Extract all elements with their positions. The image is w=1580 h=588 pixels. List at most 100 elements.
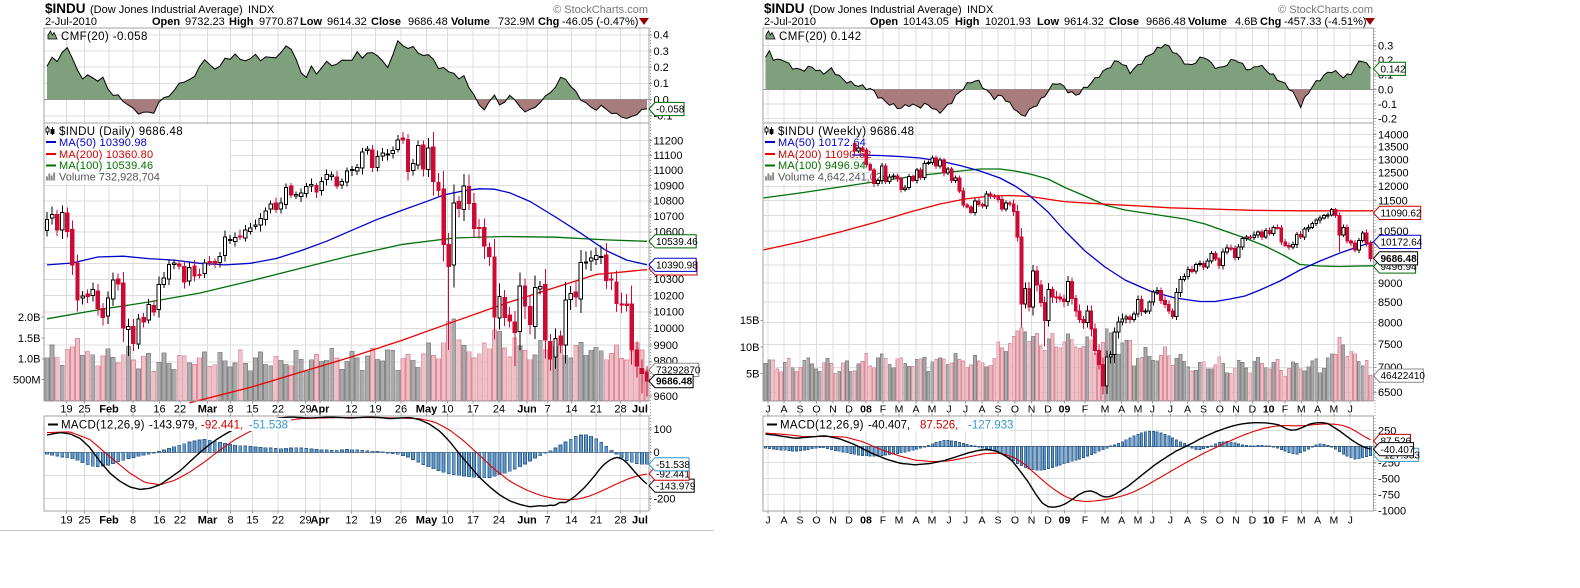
svg-text:O: O [812, 515, 820, 527]
svg-text:J: J [1348, 404, 1353, 416]
svg-text:7: 7 [544, 404, 550, 416]
svg-text:08: 08 [860, 404, 872, 416]
svg-text:MA(100) 9496.94: MA(100) 9496.94 [778, 160, 866, 172]
svg-text:1.5B: 1.5B [18, 333, 41, 345]
svg-text:Open: Open [152, 16, 180, 28]
svg-text:25: 25 [78, 515, 90, 527]
svg-text:0.0: 0.0 [1378, 84, 1393, 96]
svg-text:M: M [1101, 404, 1110, 416]
svg-text:10390.98: 10390.98 [656, 260, 698, 271]
svg-text:2-Jul-2010: 2-Jul-2010 [764, 16, 816, 28]
svg-text:8: 8 [130, 404, 136, 416]
svg-text:6500: 6500 [1378, 387, 1402, 399]
svg-text:M: M [1330, 515, 1339, 527]
svg-text:7500: 7500 [1378, 339, 1402, 351]
svg-text:(Dow Jones Industrial Average): (Dow Jones Industrial Average) [809, 4, 962, 16]
svg-text:A: A [780, 404, 787, 416]
svg-text:10300: 10300 [654, 274, 685, 286]
svg-text:INDX: INDX [248, 4, 275, 16]
svg-text:8: 8 [227, 404, 233, 416]
svg-text:12500: 12500 [1378, 168, 1409, 180]
svg-text:29: 29 [299, 515, 311, 527]
svg-text:9732.23: 9732.23 [185, 16, 225, 28]
svg-text:A: A [1118, 404, 1125, 416]
svg-text:MA(200) 11090.62: MA(200) 11090.62 [778, 149, 872, 161]
svg-text:732.9M: 732.9M [498, 16, 535, 28]
svg-text:M: M [1134, 404, 1143, 416]
svg-text:7: 7 [544, 515, 550, 527]
svg-text:A: A [912, 515, 919, 527]
svg-text:A: A [780, 515, 787, 527]
svg-text:© StockCharts.com: © StockCharts.com [1278, 4, 1373, 16]
svg-text:F: F [880, 515, 886, 527]
svg-text:19: 19 [60, 515, 72, 527]
svg-text:-143.979: -143.979 [656, 481, 696, 492]
svg-text:Close: Close [1109, 16, 1139, 28]
svg-text:Jul: Jul [632, 404, 648, 416]
svg-text:-51.538: -51.538 [656, 460, 690, 471]
svg-text:Apr: Apr [311, 404, 331, 416]
svg-text:-40.407,: -40.407, [868, 420, 910, 432]
svg-text:9614.32: 9614.32 [1064, 16, 1104, 28]
svg-text:0.3: 0.3 [1378, 41, 1393, 53]
svg-text:A: A [1184, 404, 1191, 416]
svg-text:D: D [1249, 515, 1257, 527]
svg-text:22: 22 [174, 404, 186, 416]
svg-text:High: High [229, 16, 254, 28]
svg-text:O: O [812, 404, 820, 416]
svg-text:Low: Low [300, 16, 322, 28]
svg-text:D: D [1249, 404, 1257, 416]
svg-text:MA(50) 10390.98: MA(50) 10390.98 [59, 137, 147, 149]
svg-text:$INDU (Daily) 9686.48: $INDU (Daily) 9686.48 [59, 126, 183, 138]
svg-text:Mar: Mar [198, 515, 218, 527]
svg-text:10B: 10B [740, 342, 760, 354]
svg-text:MA(100) 10539.46: MA(100) 10539.46 [59, 160, 153, 172]
svg-text:F: F [1282, 404, 1288, 416]
svg-text:10700: 10700 [654, 211, 685, 223]
svg-text:22: 22 [272, 404, 284, 416]
svg-text:4.6B: 4.6B [1235, 16, 1258, 28]
svg-text:(Dow Jones Industrial Average): (Dow Jones Industrial Average) [90, 4, 243, 16]
svg-text:73292870: 73292870 [656, 366, 701, 377]
svg-text:M: M [928, 515, 937, 527]
svg-text:10100: 10100 [654, 307, 685, 319]
svg-text:F: F [1082, 515, 1088, 527]
svg-text:N: N [1028, 515, 1036, 527]
svg-text:10: 10 [1263, 515, 1275, 527]
svg-text:M: M [928, 404, 937, 416]
svg-text:21: 21 [590, 404, 602, 416]
svg-text:Low: Low [1037, 16, 1059, 28]
svg-text:0.2: 0.2 [654, 62, 669, 74]
svg-text:Jul: Jul [632, 515, 648, 527]
svg-text:5B: 5B [746, 369, 759, 381]
svg-text:16: 16 [153, 515, 165, 527]
svg-text:© StockCharts.com: © StockCharts.com [553, 4, 648, 16]
svg-text:-143.979,: -143.979, [149, 420, 198, 432]
svg-text:F: F [1282, 515, 1288, 527]
svg-text:11200: 11200 [654, 135, 684, 147]
svg-text:J: J [963, 515, 968, 527]
svg-text:Volume: Volume [451, 16, 490, 28]
svg-text:8000: 8000 [1378, 317, 1402, 329]
svg-text:S: S [796, 515, 803, 527]
svg-text:26: 26 [395, 404, 407, 416]
svg-text:-457.33 (-4.51%): -457.33 (-4.51%) [1284, 16, 1367, 28]
svg-text:12: 12 [345, 515, 357, 527]
svg-text:9686.48: 9686.48 [1146, 16, 1186, 28]
svg-text:M: M [895, 404, 904, 416]
svg-text:S: S [796, 404, 803, 416]
svg-text:-500: -500 [1378, 473, 1400, 485]
svg-text:Close: Close [371, 16, 401, 28]
svg-text:A: A [1314, 404, 1321, 416]
svg-text:M: M [895, 515, 904, 527]
svg-text:MA(200) 10360.80: MA(200) 10360.80 [59, 149, 153, 161]
svg-text:28: 28 [614, 404, 626, 416]
svg-text:16: 16 [153, 404, 165, 416]
svg-text:-0.2: -0.2 [1378, 114, 1397, 126]
svg-text:25: 25 [78, 404, 90, 416]
svg-text:-40.407: -40.407 [1381, 445, 1415, 456]
svg-text:12000: 12000 [1378, 181, 1409, 193]
svg-text:87.526,: 87.526, [920, 420, 958, 432]
svg-text:$INDU: $INDU [764, 1, 805, 16]
svg-text:0.4: 0.4 [654, 30, 669, 42]
